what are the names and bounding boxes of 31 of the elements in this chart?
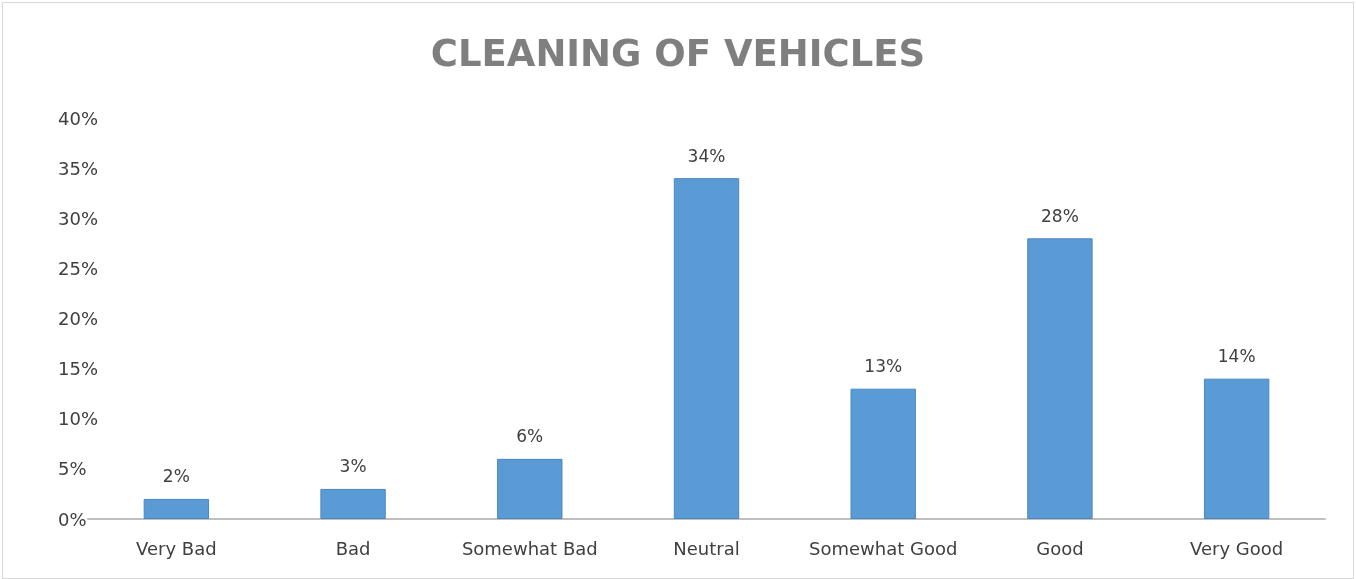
y-tick-label: 30% <box>58 207 99 229</box>
x-tick-label: Bad <box>335 537 371 559</box>
x-tick-label: Somewhat Bad <box>461 537 598 559</box>
bar <box>673 178 740 519</box>
x-tick-label: Somewhat Good <box>809 537 958 559</box>
data-label: 14% <box>1217 346 1256 367</box>
bar <box>850 388 916 519</box>
x-tick-label: Very Bad <box>136 537 217 559</box>
x-tick-label: Neutral <box>673 537 740 559</box>
data-label: 6% <box>516 426 544 447</box>
data-label: 28% <box>1041 205 1079 226</box>
x-tick-label: Very Good <box>1190 537 1284 559</box>
y-tick-label: 10% <box>58 408 99 430</box>
bar <box>497 458 563 519</box>
y-tick-label: 0% <box>58 508 87 530</box>
y-tick-label: 40% <box>58 107 99 129</box>
bar <box>1027 238 1093 519</box>
data-label: 13% <box>864 356 903 377</box>
x-tick-label: Good <box>1036 537 1084 559</box>
y-tick-label: 5% <box>58 458 87 480</box>
bar <box>143 498 210 519</box>
data-label: 3% <box>339 456 367 477</box>
data-label: 2% <box>162 466 190 487</box>
y-tick-label: 35% <box>58 157 99 179</box>
data-label: 34% <box>687 145 726 166</box>
y-tick-label: 25% <box>58 257 99 279</box>
bar <box>1203 378 1270 519</box>
y-tick-label: 15% <box>58 358 99 380</box>
chart-title: CLEANING OF VEHICLES <box>430 32 926 75</box>
bar <box>320 488 386 519</box>
y-tick-label: 20% <box>58 308 99 329</box>
